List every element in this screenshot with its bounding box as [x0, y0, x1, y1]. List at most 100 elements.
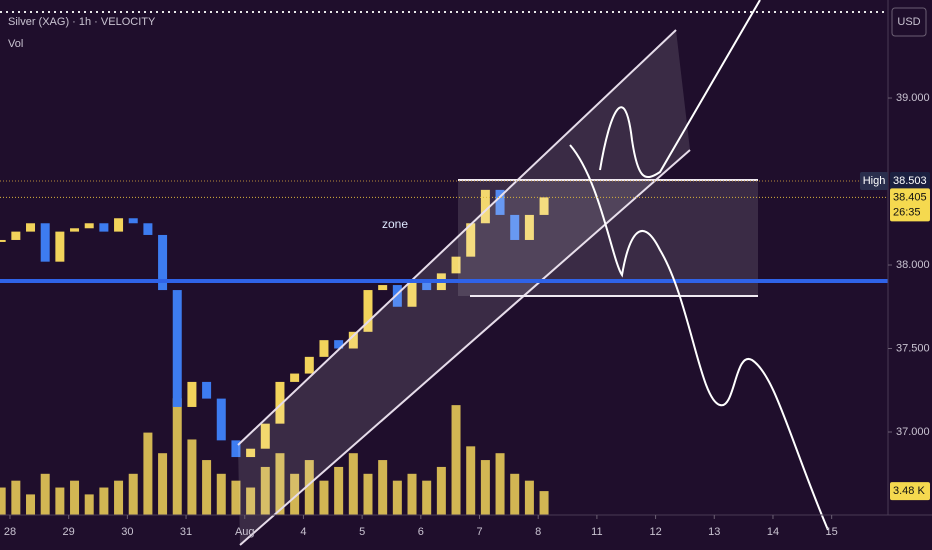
candle	[510, 214, 520, 240]
channel-fill	[238, 30, 690, 545]
volume-label: Vol	[8, 38, 23, 50]
currency-box	[891, 7, 927, 37]
x-tick-label: 29	[63, 526, 75, 538]
x-tick-label: 4	[300, 526, 306, 538]
x-tick-label: 5	[359, 526, 365, 538]
x-tick-label: 13	[708, 526, 720, 538]
x-tick-label: 11	[591, 526, 602, 538]
y-tick-label: 38.000	[896, 259, 930, 271]
high-label: High	[863, 175, 886, 187]
candle	[480, 189, 490, 224]
channel-upper	[237, 29, 677, 446]
candle	[143, 223, 153, 235]
x-tick-label: 15	[826, 526, 838, 538]
candle	[0, 239, 6, 242]
candle	[40, 223, 50, 262]
volume-bar	[26, 494, 36, 515]
volume-bar	[128, 473, 138, 515]
price-axis	[888, 0, 932, 550]
volume-bar	[451, 405, 461, 515]
candle	[187, 381, 197, 407]
volume-bar	[495, 453, 505, 515]
volume-bar	[436, 466, 446, 515]
y-tick-label: 37.000	[896, 426, 930, 438]
candle	[216, 398, 226, 441]
candle	[378, 285, 388, 291]
volume-bar	[202, 460, 212, 515]
candle	[422, 281, 432, 291]
candle	[495, 189, 505, 215]
candle	[11, 231, 21, 240]
volume-bar	[524, 480, 534, 515]
candle	[290, 373, 300, 382]
candle	[363, 290, 373, 332]
last-price-box	[890, 188, 930, 222]
countdown: 26:35	[893, 206, 921, 218]
x-tick-label: Aug	[235, 526, 255, 538]
candle	[524, 214, 534, 240]
zone-label: zone	[382, 217, 408, 231]
candle	[348, 331, 358, 349]
high-price-box	[890, 172, 930, 191]
volume-bar	[246, 487, 256, 515]
x-tick-label: 31	[180, 526, 192, 538]
candle	[114, 218, 124, 232]
candle	[275, 381, 285, 424]
candle	[26, 223, 36, 232]
x-tick-label: 7	[476, 526, 482, 538]
candle	[231, 440, 241, 458]
channel-lower	[239, 149, 691, 546]
candle	[99, 223, 109, 232]
candle	[392, 285, 402, 307]
volume-bar	[480, 460, 490, 515]
volume-bar	[11, 480, 21, 515]
candle	[172, 290, 182, 407]
x-tick-label: 12	[649, 526, 661, 538]
x-tick-label: 8	[535, 526, 541, 538]
volume-last: 3.48 K	[893, 485, 925, 497]
high-price: 38.503	[893, 175, 927, 187]
zone-box	[458, 180, 758, 296]
volume-bar	[0, 487, 6, 515]
volume-bar	[334, 466, 344, 515]
y-tick-label: 37.500	[896, 342, 930, 354]
volume-bar	[539, 491, 549, 515]
volume-bar	[290, 473, 300, 515]
chart-title: Silver (XAG) · 1h · VELOCITY	[8, 16, 156, 28]
x-tick-label: 14	[767, 526, 779, 538]
x-tick-label: 6	[418, 526, 424, 538]
volume-bar	[216, 473, 226, 515]
y-tick-label: 39.000	[896, 92, 930, 104]
volume-bar	[363, 473, 373, 515]
volume-bar	[40, 473, 50, 515]
high-badge	[860, 172, 888, 191]
candle	[84, 223, 94, 229]
volume-bar	[260, 466, 270, 515]
candle	[202, 381, 212, 399]
volume-bar	[55, 487, 65, 515]
candle	[55, 231, 65, 262]
volume-bar	[187, 439, 197, 515]
volume-bar	[304, 460, 314, 515]
last-price: 38.405	[893, 191, 927, 203]
volume-box	[890, 482, 930, 501]
volume-bar	[422, 480, 432, 515]
volume-bar	[84, 494, 94, 515]
candle	[158, 234, 168, 291]
marks	[0, 189, 549, 515]
volume-bar	[275, 453, 285, 515]
volume-bar	[158, 453, 168, 515]
candle	[246, 448, 256, 458]
axes: 37.000 37.500 38.000 39.000 28 29 30 31 Aug 4 5 6 7 8…	[0, 92, 930, 538]
bear-path	[569, 144, 829, 531]
volume-bar	[99, 487, 109, 515]
currency: USD	[897, 16, 920, 28]
volume-bar	[172, 398, 182, 515]
bull-path	[599, 0, 761, 179]
volume-bar	[143, 432, 153, 515]
candle	[304, 356, 314, 374]
x-tick-label: 28	[4, 526, 16, 538]
volume-bar	[114, 480, 124, 515]
